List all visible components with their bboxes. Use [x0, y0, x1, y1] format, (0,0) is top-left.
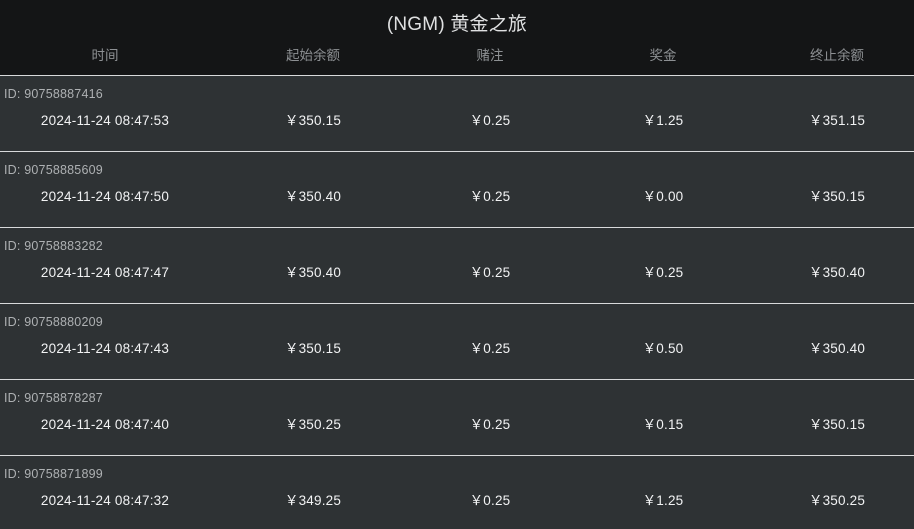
- cell-win: ￥0.15: [642, 417, 684, 432]
- cell-start-balance: ￥350.40: [284, 189, 342, 204]
- header-divider: [0, 75, 914, 77]
- column-header-end-balance: 终止余额: [810, 48, 864, 63]
- transaction-list[interactable]: ID: 90758887416 2024-11-24 08:47:53 ￥350.1…: [0, 76, 914, 529]
- cell-end-balance: ￥350.15: [808, 417, 866, 432]
- cell-win: ￥1.25: [642, 113, 684, 128]
- row-id-label: ID: 90758880209: [4, 315, 103, 329]
- cell-time: 2024-11-24 08:47:43: [40, 341, 170, 356]
- cell-start-balance: ￥350.15: [284, 113, 342, 128]
- page-title: (NGM) 黄金之旅: [386, 14, 528, 35]
- cell-bet: ￥0.25: [469, 417, 511, 432]
- table-row[interactable]: ID: 90758878287 2024-11-24 08:47:40 ￥350.2…: [0, 380, 914, 456]
- table-row[interactable]: ID: 90758885609 2024-11-24 08:47:50 ￥350.4…: [0, 152, 914, 228]
- row-id-label: ID: 90758878287: [4, 391, 103, 405]
- cell-win: ￥1.25: [642, 493, 684, 508]
- table-header-row: 时间 起始余额 赌注 奖金 终止余额: [0, 46, 914, 70]
- table-row[interactable]: ID: 90758887416 2024-11-24 08:47:53 ￥350.1…: [0, 76, 914, 152]
- table-row[interactable]: ID: 90758871899 2024-11-24 08:47:32 ￥349.2…: [0, 456, 914, 529]
- cell-start-balance: ￥350.15: [284, 341, 342, 356]
- row-id-label: ID: 90758885609: [4, 163, 103, 177]
- cell-end-balance: ￥350.15: [808, 189, 866, 204]
- table-row[interactable]: ID: 90758883282 2024-11-24 08:47:47 ￥350.4…: [0, 228, 914, 304]
- cell-win: ￥0.00: [642, 189, 684, 204]
- column-header-time: 时间: [91, 48, 119, 63]
- cell-end-balance: ￥350.40: [808, 265, 866, 280]
- cell-end-balance: ￥350.25: [808, 493, 866, 508]
- cell-start-balance: ￥349.25: [284, 493, 342, 508]
- panel-header: (NGM) 黄金之旅 时间 起始余额 赌注 奖金 终止余额: [0, 0, 914, 77]
- cell-bet: ￥0.25: [469, 265, 511, 280]
- cell-win: ￥0.50: [642, 341, 684, 356]
- cell-bet: ￥0.25: [469, 113, 511, 128]
- cell-bet: ￥0.25: [469, 493, 511, 508]
- row-id-label: ID: 90758883282: [4, 239, 103, 253]
- cell-start-balance: ￥350.25: [284, 417, 342, 432]
- row-id-label: ID: 90758871899: [4, 467, 103, 481]
- column-header-win: 奖金: [649, 48, 677, 63]
- cell-start-balance: ￥350.40: [284, 265, 342, 280]
- column-header-bet: 赌注: [476, 48, 504, 63]
- cell-end-balance: ￥351.15: [808, 113, 866, 128]
- cell-time: 2024-11-24 08:47:47: [40, 265, 170, 280]
- table-row[interactable]: ID: 90758880209 2024-11-24 08:47:43 ￥350.1…: [0, 304, 914, 380]
- cell-time: 2024-11-24 08:47:40: [40, 417, 170, 432]
- cell-end-balance: ￥350.40: [808, 341, 866, 356]
- cell-bet: ￥0.25: [469, 341, 511, 356]
- row-id-label: ID: 90758887416: [4, 87, 103, 101]
- cell-win: ￥0.25: [642, 265, 684, 280]
- column-header-start-balance: 起始余额: [286, 48, 340, 63]
- cell-time: 2024-11-24 08:47:32: [40, 493, 170, 508]
- cell-time: 2024-11-24 08:47:50: [40, 189, 170, 204]
- cell-bet: ￥0.25: [469, 189, 511, 204]
- cell-time: 2024-11-24 08:47:53: [40, 113, 170, 128]
